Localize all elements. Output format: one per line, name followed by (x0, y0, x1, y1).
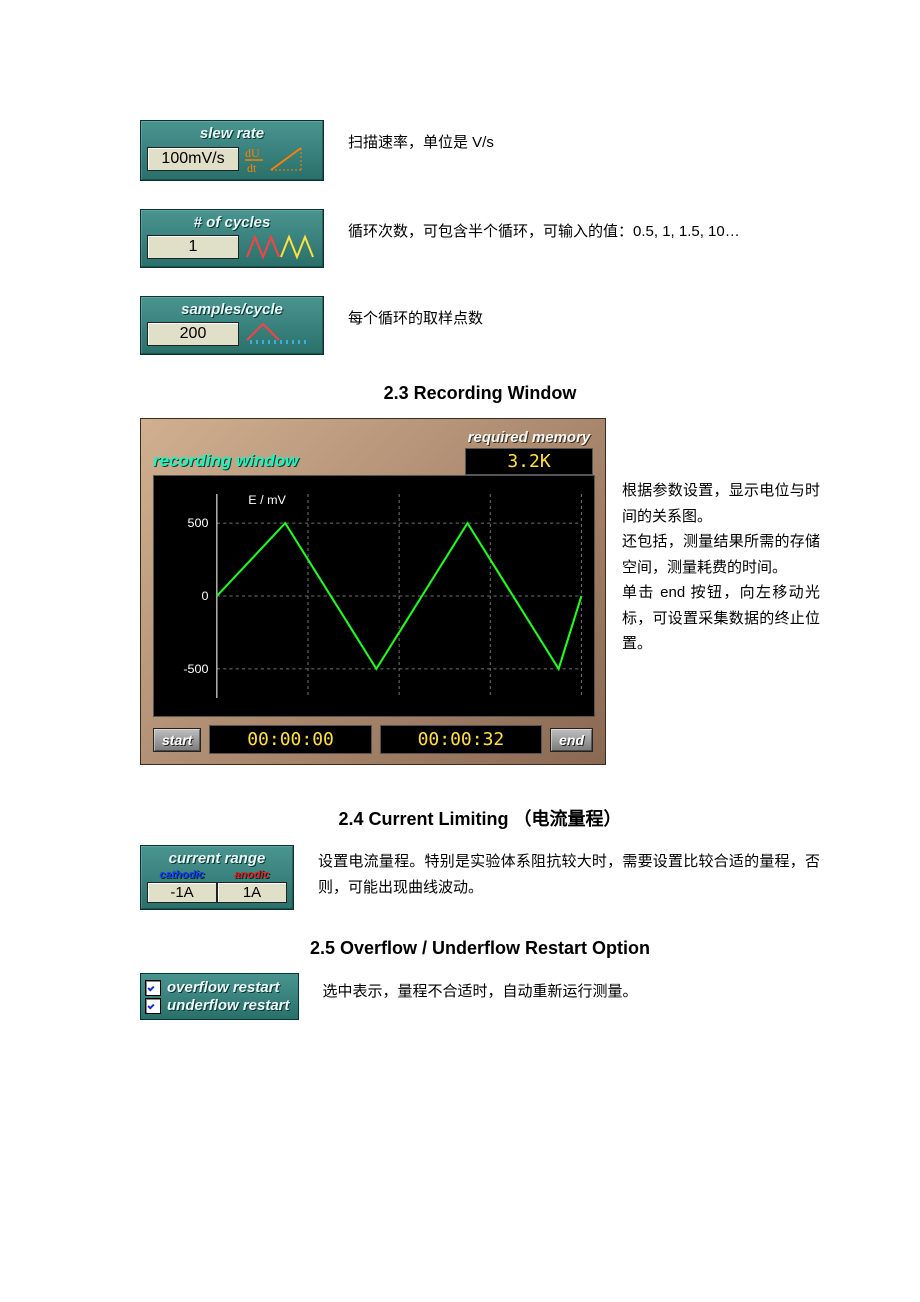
time-end-display: 00:00:32 (380, 725, 542, 754)
restart-desc: 选中表示，量程不合适时，自动重新运行测量。 (323, 973, 820, 1005)
overflow-checkbox[interactable] (145, 980, 161, 996)
current-range-title: current range (147, 850, 287, 869)
cycles-widget: # of cycles 1 (140, 209, 324, 268)
restart-widget: overflow restart underflow restart (140, 973, 299, 1020)
slew-rate-input[interactable]: 100mV/s (147, 147, 239, 171)
restart-row: overflow restart underflow restart 选中表示，… (140, 973, 820, 1020)
cathodic-input[interactable]: -1A (147, 882, 217, 903)
slew-rate-row: slew rate 100mV/s dU dt 扫描速率，单位是 V/s (140, 120, 820, 181)
section-currentlim-title: 2.4 Current Limiting （电流量程） (140, 805, 820, 831)
samples-row: samples/cycle 200 (140, 296, 820, 355)
anodic-input[interactable]: 1A (217, 882, 287, 903)
samples-desc: 每个循环的取样点数 (348, 296, 820, 332)
current-range-widget: current range cathodic -1A anodic 1A (140, 845, 294, 910)
slew-rate-icon: dU dt (245, 144, 305, 174)
svg-text:dU: dU (245, 146, 260, 160)
cathodic-label: cathodic (159, 869, 204, 882)
time-start-display: 00:00:00 (209, 725, 371, 754)
samples-title: samples/cycle (147, 301, 317, 320)
cycles-input[interactable]: 1 (147, 235, 239, 259)
samples-widget: samples/cycle 200 (140, 296, 324, 355)
svg-text:E / mV: E / mV (248, 493, 286, 507)
cycles-title: # of cycles (147, 214, 317, 233)
recording-section: recording window required memory 3.2K 50… (140, 418, 820, 765)
underflow-label: underflow restart (167, 997, 290, 1014)
slew-rate-widget: slew rate 100mV/s dU dt (140, 120, 324, 181)
cycles-row: # of cycles 1 循环次数，可包含半个循环，可输入的值：0.5, 1,… (140, 209, 820, 268)
required-memory-label: required memory (465, 429, 593, 446)
svg-text:0: 0 (201, 589, 208, 603)
svg-text:500: 500 (188, 516, 209, 530)
slew-rate-title: slew rate (147, 125, 317, 144)
recording-title: recording window (153, 451, 298, 471)
samples-input[interactable]: 200 (147, 322, 239, 346)
end-button[interactable]: end (550, 728, 593, 752)
current-range-row: current range cathodic -1A anodic 1A 设置电… (140, 845, 820, 910)
section-overflow-title: 2.5 Overflow / Underflow Restart Option (140, 938, 820, 959)
svg-text:-500: -500 (183, 662, 208, 676)
slew-rate-desc: 扫描速率，单位是 V/s (348, 120, 820, 156)
cycles-icon (245, 233, 315, 261)
required-memory: required memory 3.2K (465, 429, 593, 475)
required-memory-value: 3.2K (465, 448, 593, 475)
svg-text:dt: dt (247, 161, 257, 174)
recording-panel: recording window required memory 3.2K 50… (140, 418, 606, 765)
current-range-desc: 设置电流量程。特别是实验体系阻抗较大时，需要设置比较合适的量程，否则，可能出现曲… (318, 845, 820, 900)
recording-desc: 根据参数设置，显示电位与时间的关系图。还包括，测量结果所需的存储空间，测量耗费的… (622, 418, 820, 657)
underflow-checkbox[interactable] (145, 998, 161, 1014)
start-button[interactable]: start (153, 728, 201, 752)
recording-chart: 500 0 -500 E / mV (153, 475, 595, 717)
anodic-label: anodic (234, 869, 269, 882)
cycles-desc: 循环次数，可包含半个循环，可输入的值：0.5, 1, 1.5, 10… (348, 209, 820, 245)
overflow-label: overflow restart (167, 979, 280, 996)
samples-icon (245, 320, 315, 348)
section-recording-title: 2.3 Recording Window (140, 383, 820, 404)
